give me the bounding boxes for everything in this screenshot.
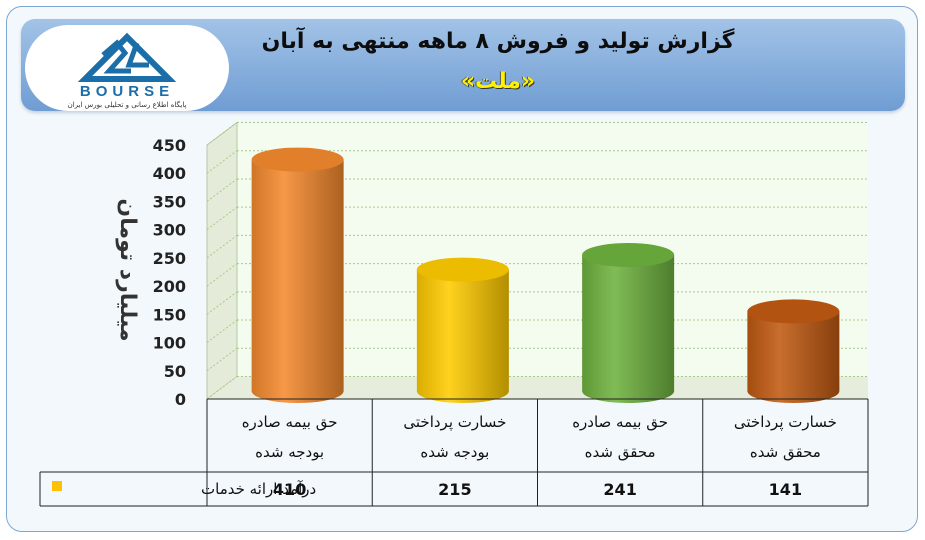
y-tick-label: 350 xyxy=(153,192,186,211)
y-tick-label: 0 xyxy=(175,390,186,409)
chart-subtitle: «ملت» xyxy=(460,69,536,94)
plot-side-wall xyxy=(206,121,238,400)
logo-tagline: پایگاه اطلاع رسانی و تحلیلی بورس ایران xyxy=(67,101,187,109)
bar xyxy=(582,254,675,404)
bar-top xyxy=(747,299,840,324)
y-axis-label: میلیارد تومان xyxy=(115,198,140,341)
logo-mark-icon xyxy=(77,32,177,82)
plot-floor xyxy=(207,376,868,399)
bar xyxy=(747,311,840,404)
bar-top xyxy=(416,257,509,282)
chart-title: گزارش تولید و فروش ۸ ماهه منتهی به آبان xyxy=(261,29,735,54)
data-table-value: 410 xyxy=(273,480,306,499)
legend-series-name: درآمد ارائه خدمات xyxy=(201,480,316,498)
x-category-label: خسارت پرداختی xyxy=(734,413,837,432)
bar-top xyxy=(582,242,675,267)
y-tick-label: 150 xyxy=(153,305,186,324)
y-tick-label: 450 xyxy=(153,136,186,155)
logo: BOURSE پایگاه اطلاع رسانی و تحلیلی بورس … xyxy=(25,25,229,111)
data-table-value: 241 xyxy=(603,480,636,499)
y-tick-label: 200 xyxy=(153,277,186,296)
data-table-value: 215 xyxy=(438,480,471,499)
y-tick-label: 50 xyxy=(164,362,186,381)
x-category-label: بودجه شده xyxy=(420,443,489,461)
y-tick-label: 100 xyxy=(153,334,186,353)
y-tick-label: 400 xyxy=(153,164,186,183)
data-table-value: 141 xyxy=(769,480,802,499)
x-category-label: حق بیمه صادره xyxy=(242,413,338,431)
header-banner: BOURSE پایگاه اطلاع رسانی و تحلیلی بورس … xyxy=(21,19,905,111)
x-category-label: محقق شده xyxy=(750,443,821,461)
x-category-label: خسارت پرداختی xyxy=(403,413,506,432)
y-tick-label: 300 xyxy=(153,221,186,240)
legend-key xyxy=(52,481,62,491)
x-category-label: محقق شده xyxy=(585,443,656,461)
logo-wordmark: BOURSE xyxy=(79,83,175,100)
y-tick-label: 250 xyxy=(153,249,186,268)
bar-top xyxy=(251,147,344,172)
x-category-label: بودجه شده xyxy=(255,443,324,461)
bar xyxy=(416,269,509,404)
bar xyxy=(251,159,344,404)
x-category-label: حق بیمه صادره xyxy=(572,413,668,431)
